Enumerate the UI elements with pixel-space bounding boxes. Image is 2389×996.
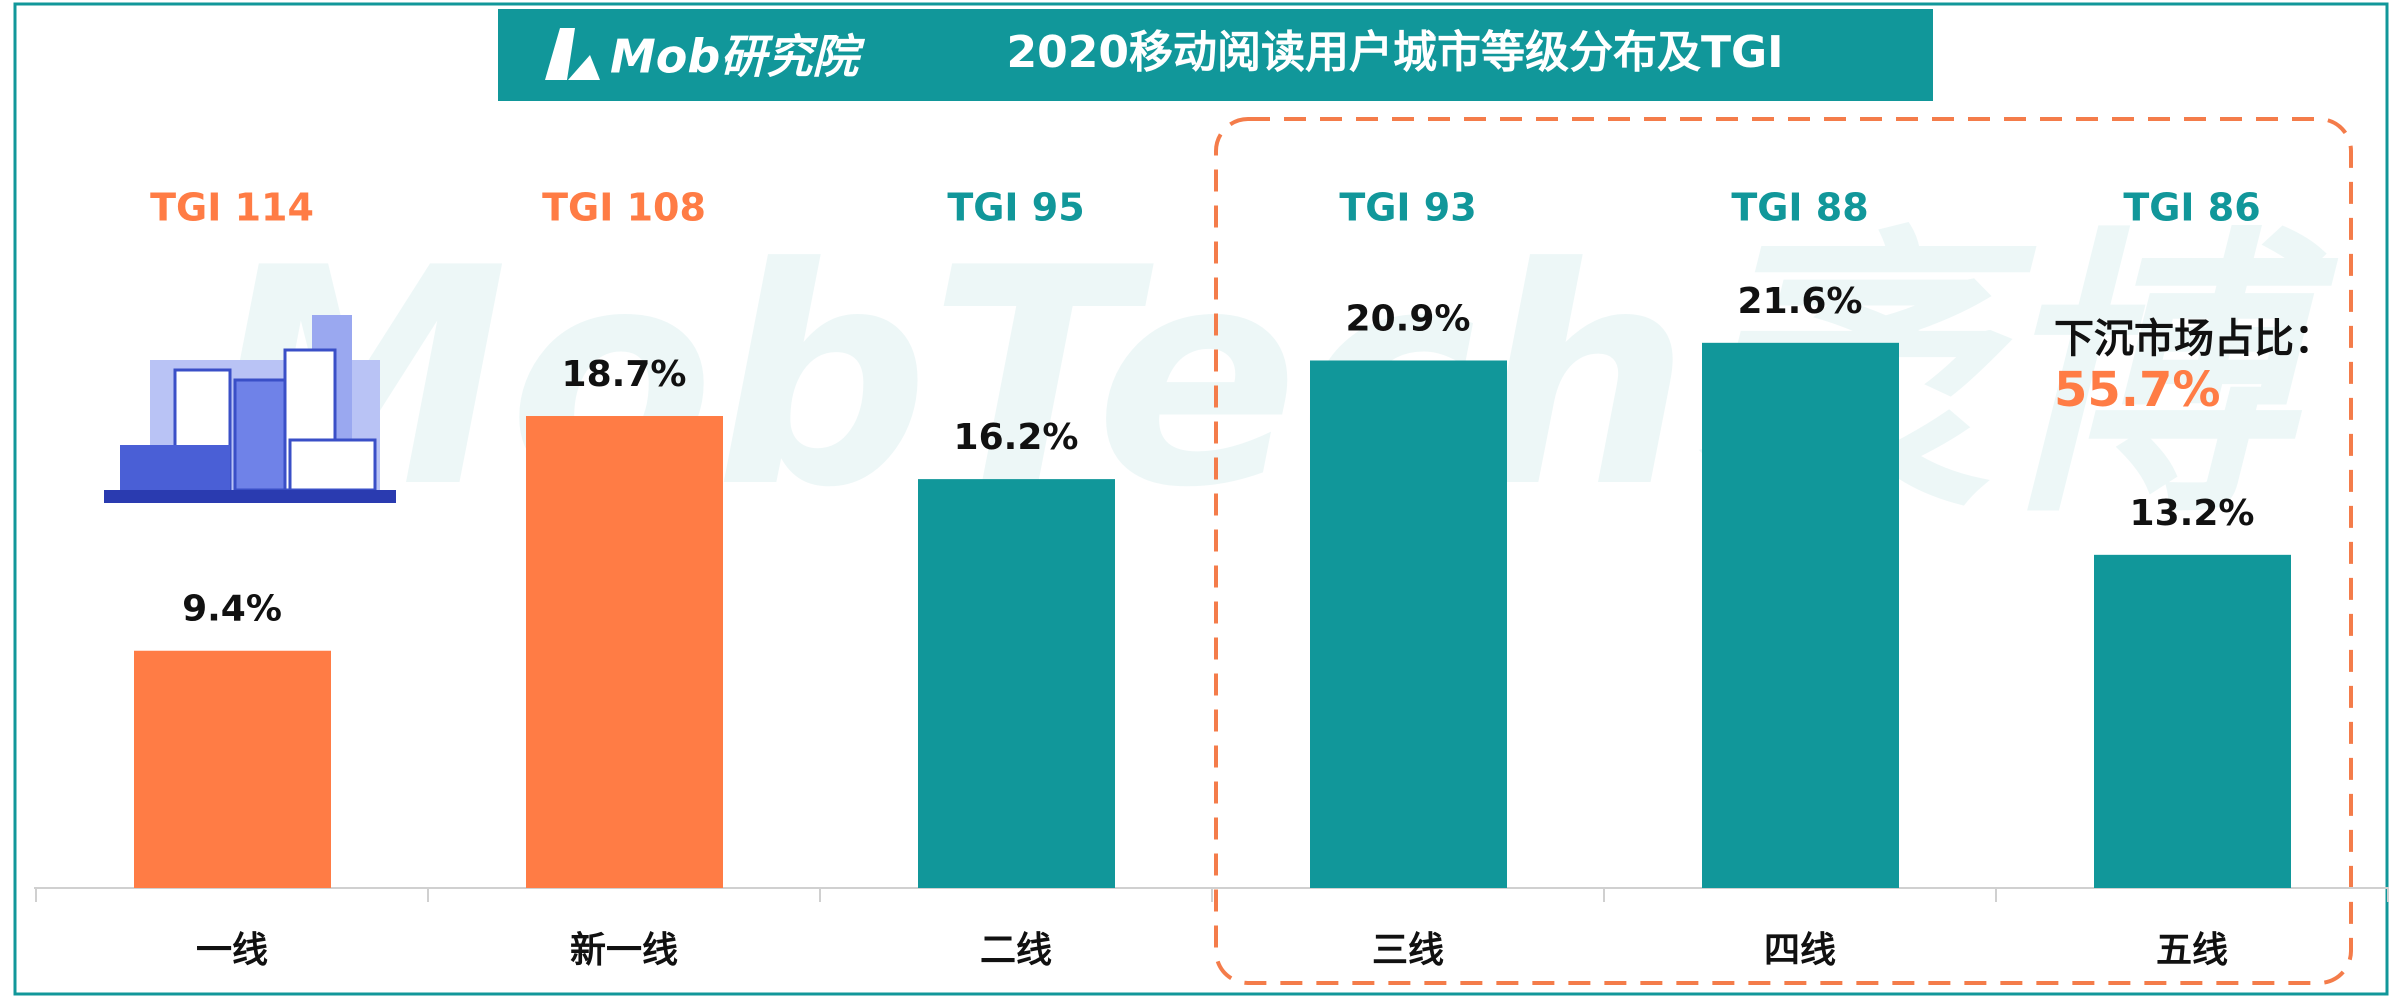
tgi-label: TGI 86 [2123, 186, 2260, 230]
bar [1702, 343, 1899, 888]
bar [918, 479, 1115, 888]
annotation-value: 55.7% [2054, 362, 2221, 418]
tgi-label: TGI 88 [1731, 186, 1868, 230]
bar [134, 651, 331, 888]
x-tick-label: 一线 [196, 930, 268, 971]
bar [1310, 360, 1507, 888]
chart-title: 2020移动阅读用户城市等级分布及TGI [1007, 27, 1784, 78]
x-tick-label: 二线 [980, 930, 1052, 971]
bar [526, 416, 723, 888]
value-label: 21.6% [1738, 281, 1863, 322]
tgi-label: TGI 93 [1339, 186, 1476, 230]
building [235, 380, 285, 490]
tgi-label: TGI 95 [947, 186, 1084, 230]
building [120, 445, 230, 490]
x-tick-label: 三线 [1372, 930, 1444, 971]
value-label: 18.7% [562, 354, 687, 395]
bar [2094, 555, 2291, 888]
building [290, 440, 375, 490]
tgi-label: TGI 114 [150, 186, 314, 230]
ground [104, 490, 396, 503]
brand: Mob研究院 [610, 30, 865, 84]
annotation-label: 下沉市场占比： [2054, 316, 2334, 362]
value-label: 20.9% [1346, 298, 1471, 339]
value-label: 13.2% [2130, 493, 2255, 534]
x-tick-label: 四线 [1764, 930, 1836, 971]
value-label: 9.4% [182, 589, 282, 630]
value-label: 16.2% [954, 417, 1079, 458]
chart: MobTech袤博 Mob研究院 2020移动阅读用户城市等级分布及TGI 下沉… [0, 0, 2389, 996]
x-tick-label: 五线 [2156, 930, 2228, 971]
x-tick-label: 新一线 [570, 930, 678, 971]
tgi-label: TGI 108 [542, 186, 706, 230]
